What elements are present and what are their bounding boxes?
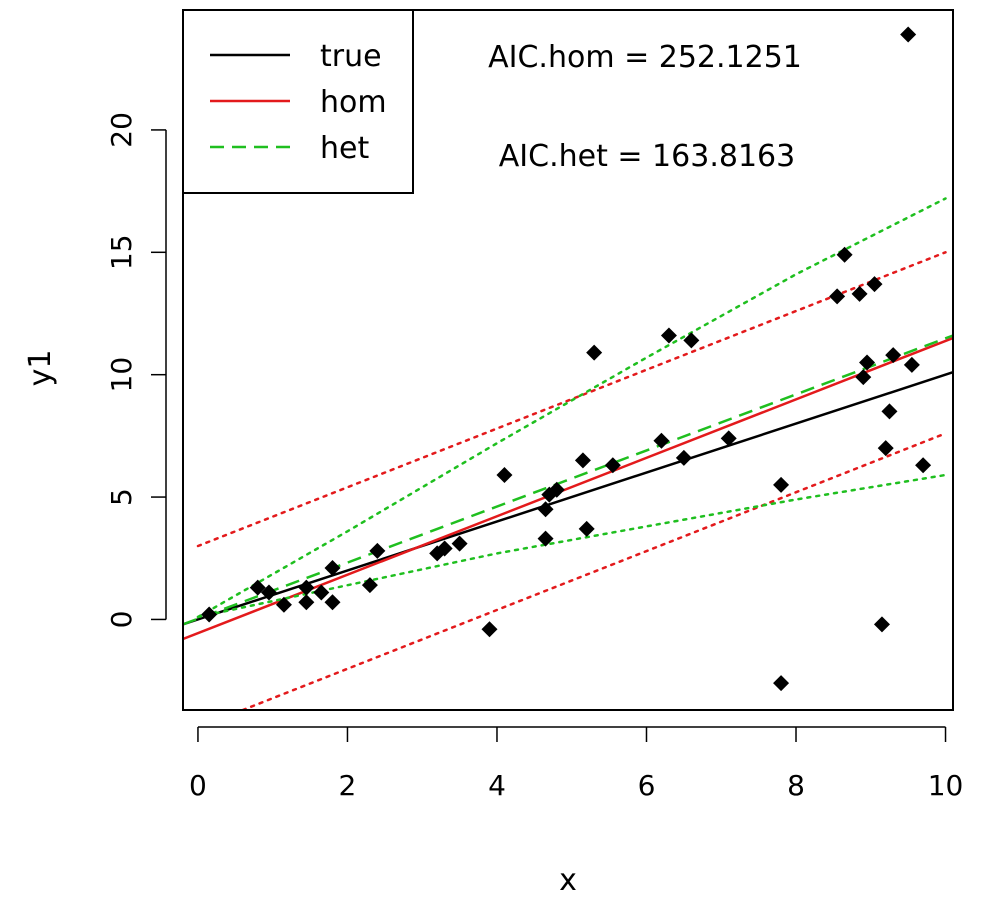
x-tick-label: 0 <box>189 769 207 802</box>
data-point <box>298 594 315 611</box>
x-tick-label: 2 <box>339 769 357 802</box>
data-point <box>881 403 898 420</box>
data-point <box>873 616 890 633</box>
series-line-hom <box>183 336 953 641</box>
data-point <box>324 560 341 577</box>
y-tick-label: 15 <box>105 234 138 270</box>
x-axis: 0 2 4 6 8 10 <box>189 726 964 802</box>
points-layer <box>201 26 932 692</box>
data-point <box>851 285 868 302</box>
data-point <box>859 354 876 371</box>
y-axis: 0 5 10 15 20 <box>105 112 167 629</box>
series-line-true <box>183 371 953 626</box>
data-point <box>915 457 932 474</box>
aic-het-annotation: AIC.het = 163.8163 <box>499 139 795 174</box>
series-line-band-3 <box>241 432 947 710</box>
data-point <box>836 246 853 263</box>
data-point <box>548 481 565 498</box>
data-point <box>877 440 894 457</box>
data-point <box>653 432 670 449</box>
data-point <box>885 347 902 364</box>
data-point <box>866 276 883 293</box>
data-point <box>496 467 513 484</box>
data-point <box>260 584 277 601</box>
data-point <box>720 430 737 447</box>
data-point <box>537 530 554 547</box>
data-point <box>481 621 498 638</box>
y-axis-label: y1 <box>23 350 58 387</box>
series-line-band-2 <box>196 251 947 548</box>
x-tick-label: 4 <box>488 769 506 802</box>
data-point <box>660 327 677 344</box>
data-point <box>249 579 266 596</box>
legend-label-het: het <box>320 131 369 166</box>
series-layer <box>183 197 953 710</box>
y-tick-label: 10 <box>105 357 138 393</box>
x-tick-label: 8 <box>787 769 805 802</box>
series-line-het <box>183 334 953 626</box>
data-point <box>574 452 591 469</box>
data-point <box>773 476 790 493</box>
x-tick-label: 10 <box>928 769 964 802</box>
data-point <box>675 449 692 466</box>
y-tick-label: 5 <box>105 488 138 506</box>
y-tick-label: 0 <box>105 611 138 629</box>
x-axis-label: x <box>559 863 577 898</box>
legend: true hom het <box>182 9 414 194</box>
data-point <box>436 540 453 557</box>
data-point <box>537 501 554 518</box>
data-point <box>829 288 846 305</box>
data-point <box>903 356 920 373</box>
data-point <box>275 596 292 613</box>
aic-hom-annotation: AIC.hom = 252.1251 <box>488 40 802 75</box>
data-point <box>451 535 468 552</box>
data-point <box>773 675 790 692</box>
data-point <box>201 606 218 623</box>
plot-frame <box>182 9 954 711</box>
data-point <box>578 520 595 537</box>
data-point <box>855 369 872 386</box>
y-tick-label: 20 <box>105 112 138 148</box>
data-point <box>604 457 621 474</box>
data-point <box>586 344 603 361</box>
series-line-band-5 <box>196 197 947 619</box>
data-point <box>900 26 917 43</box>
data-point <box>683 332 700 349</box>
data-point <box>298 579 315 596</box>
legend-label-hom: hom <box>320 85 387 120</box>
data-point <box>324 594 341 611</box>
data-point <box>313 584 330 601</box>
data-point <box>369 542 386 559</box>
x-tick-label: 6 <box>638 769 656 802</box>
legend-label-true: true <box>320 39 382 74</box>
data-point <box>361 577 378 594</box>
